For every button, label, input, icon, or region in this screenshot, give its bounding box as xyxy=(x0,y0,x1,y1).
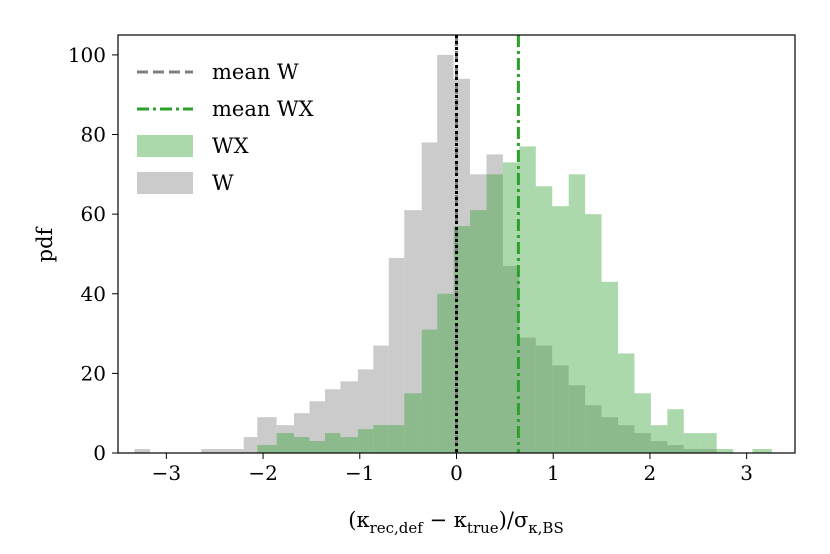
wx-bar-21 xyxy=(601,281,619,453)
w-bar-19 xyxy=(502,265,520,453)
mean-lines xyxy=(455,35,520,453)
w-bar-1 xyxy=(201,449,223,453)
wx-bar-15 xyxy=(502,162,520,453)
w-bar-30 xyxy=(683,449,701,453)
wx-bar-6 xyxy=(357,429,374,453)
x-tick-label: 1 xyxy=(547,461,560,485)
wx-bar-22 xyxy=(618,353,635,453)
x-axis-label: (κrec,def − κtrue)/σκ,BS xyxy=(348,508,563,537)
series-w-bars xyxy=(134,54,717,454)
w-bar-22 xyxy=(552,365,569,453)
w-bar-11 xyxy=(373,345,389,453)
w-bar-2 xyxy=(222,449,244,453)
wx-bar-11 xyxy=(437,293,454,453)
w-bar-18 xyxy=(486,154,503,453)
series-wx-bars xyxy=(257,146,772,453)
w-bar-7 xyxy=(309,401,325,453)
legend-label-mean-w: mean W xyxy=(212,60,299,84)
x-tick-label: 2 xyxy=(644,461,657,485)
wx-bar-7 xyxy=(373,425,389,453)
legend-label-w: W xyxy=(212,171,234,195)
w-bar-15 xyxy=(437,54,454,454)
legend-swatch-w xyxy=(137,172,193,194)
w-bar-9 xyxy=(340,381,358,453)
x-tick-label: −3 xyxy=(152,461,181,485)
y-tick-label: 60 xyxy=(81,202,106,226)
wx-bar-19 xyxy=(568,174,586,453)
x-axis-ticks: −3 −2 −1 0 1 2 3 xyxy=(152,453,753,485)
wx-bar-13 xyxy=(470,210,487,453)
wx-bar-18 xyxy=(552,206,569,453)
wx-bar-3 xyxy=(309,441,325,453)
wx-bar-14 xyxy=(486,174,503,453)
w-bar-17 xyxy=(470,174,487,453)
y-tick-label: 40 xyxy=(81,282,106,306)
w-bar-26 xyxy=(618,425,635,453)
wx-bar-16 xyxy=(519,146,536,453)
x-tick-label: 0 xyxy=(450,461,463,485)
wx-bar-24 xyxy=(650,425,668,453)
y-tick-label: 80 xyxy=(81,123,106,147)
w-bar-28 xyxy=(650,441,668,453)
y-tick-label: 20 xyxy=(81,361,106,385)
w-bar-29 xyxy=(667,445,684,453)
w-bar-20 xyxy=(519,337,536,453)
legend-label-mean-wx: mean WX xyxy=(212,97,314,121)
legend-swatch-wx xyxy=(137,135,193,157)
w-bar-31 xyxy=(700,449,717,453)
w-bar-25 xyxy=(601,417,619,453)
x-tick-label: 3 xyxy=(740,461,753,485)
w-bar-4 xyxy=(257,417,277,453)
w-bar-24 xyxy=(585,405,602,453)
x-tick-label: −1 xyxy=(345,461,374,485)
wx-bar-27 xyxy=(700,433,717,453)
wx-bar-28 xyxy=(716,449,734,453)
wx-bar-9 xyxy=(404,393,422,453)
wx-bar-10 xyxy=(421,329,438,453)
wx-bar-25 xyxy=(667,409,684,453)
w-bar-14 xyxy=(421,142,438,454)
w-bar-0 xyxy=(134,449,150,453)
wx-bar-2 xyxy=(294,437,310,453)
y-axis-label: pdf xyxy=(33,225,57,262)
wx-bar-5 xyxy=(340,437,358,453)
wx-bar-17 xyxy=(535,186,553,453)
wx-bar-20 xyxy=(585,214,602,453)
w-bar-23 xyxy=(568,385,586,453)
y-tick-label: 100 xyxy=(68,43,106,67)
x-tick-label: −2 xyxy=(248,461,277,485)
w-bar-12 xyxy=(388,257,405,453)
wx-bar-23 xyxy=(634,393,651,453)
wx-bar-8 xyxy=(388,425,405,453)
legend-label-wx: WX xyxy=(212,134,249,158)
wx-bar-29 xyxy=(752,449,772,453)
wx-bar-1 xyxy=(276,433,295,453)
w-bar-13 xyxy=(404,210,422,453)
w-bar-3 xyxy=(243,437,258,453)
w-bar-27 xyxy=(634,433,651,453)
y-axis-ticks: 0 20 40 60 80 100 xyxy=(68,43,118,465)
w-bar-5 xyxy=(276,425,295,453)
w-bar-8 xyxy=(324,389,341,453)
w-bar-21 xyxy=(535,345,553,453)
y-tick-label: 0 xyxy=(93,441,106,465)
legend: mean W mean WX WX W xyxy=(137,60,314,195)
w-bar-6 xyxy=(294,413,310,453)
wx-bar-0 xyxy=(257,445,277,453)
wx-bar-26 xyxy=(683,433,701,453)
w-bar-10 xyxy=(357,369,374,453)
wx-bar-4 xyxy=(324,433,341,453)
